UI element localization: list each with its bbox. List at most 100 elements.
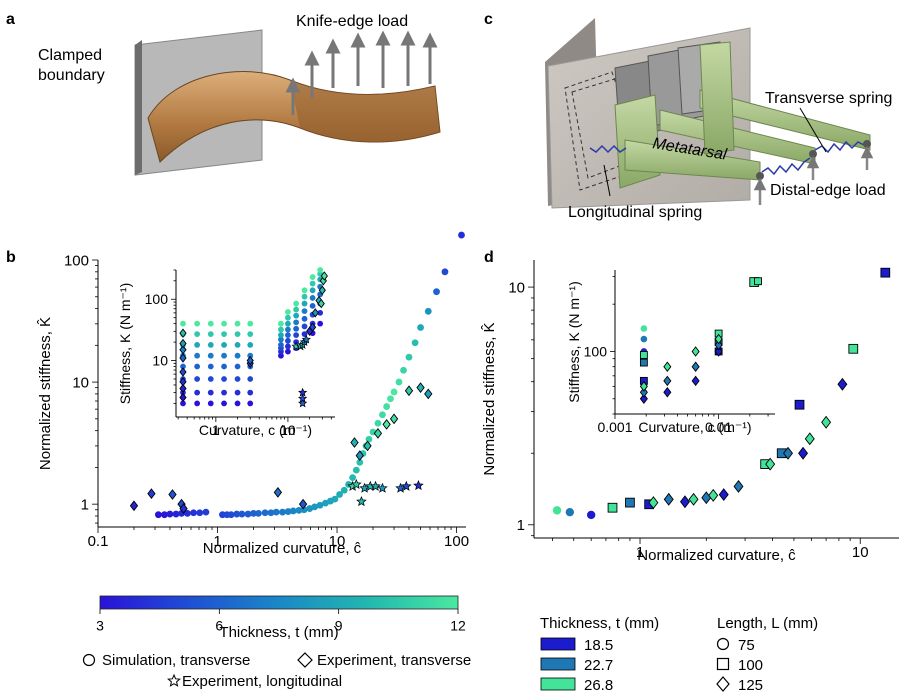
d-main-point-diamond — [718, 488, 729, 502]
length-marker-square — [716, 657, 730, 671]
panel-d: d 1 10 1 10 Normalized curvature, ĉ Normalized… — [481, 249, 899, 564]
legend-d: Thickness, t (mm) 18.5 22.7 26.8 Length,… — [540, 615, 818, 694]
b-main-point-star — [401, 480, 412, 491]
thickness-swatch-2 — [540, 657, 576, 671]
b-inset-point-circle — [194, 389, 201, 396]
d-inset-point-diamond — [639, 381, 648, 392]
d-main-point-diamond — [679, 495, 690, 509]
b-main-point-circle — [227, 511, 235, 519]
d-inset-x-tick-label: 0.01 — [705, 419, 732, 435]
b-main-point-circle — [284, 508, 292, 515]
length-label-3: 125 — [738, 677, 763, 693]
b-main-y-tick-label: 10 — [72, 374, 89, 391]
b-inset-point-circle — [247, 352, 254, 359]
d-inset-point-diamond — [639, 387, 648, 398]
b-main-point-star — [356, 496, 367, 507]
b-inset-point-circle — [293, 300, 300, 307]
b-main-point-circle — [405, 353, 413, 361]
b-inset-point-circle — [207, 363, 214, 370]
b-inset-point-circle — [234, 320, 241, 327]
pivot-1 — [756, 172, 764, 180]
thickness-label-3: 26.8 — [584, 677, 613, 693]
b-inset-point-circle — [317, 320, 324, 327]
d-main-y-axis-label: Normalized stiffness, K̂ — [481, 322, 498, 475]
b-main-y-axis-label: Normalized stiffness, K̂ — [37, 317, 54, 470]
b-inset-point-circle — [221, 352, 227, 359]
b-inset-point-circle — [301, 308, 308, 315]
b-inset-point-circle — [285, 348, 291, 355]
b-inset-point-circle — [309, 280, 316, 287]
b-inset-point-circle — [180, 363, 186, 370]
b-inset-point-circle — [317, 267, 324, 273]
b-inset-point-circle — [293, 325, 300, 332]
b-inset-point-circle — [309, 287, 316, 294]
b-inset-point-circle — [317, 309, 324, 316]
clamped-label-line2: boundary — [38, 67, 105, 84]
b-inset-point-circle — [293, 306, 300, 313]
b-main-point-star — [370, 480, 381, 491]
b-inset-point-circle — [194, 342, 201, 348]
b-inset-point-circle — [285, 320, 291, 327]
d-main-point-diamond — [688, 492, 699, 506]
b-main-point-diamond — [404, 385, 414, 397]
metatarsal-upright — [699, 41, 735, 155]
d-inset-point-diamond — [691, 375, 700, 387]
b-main-point-circle — [202, 508, 210, 516]
b-main-point-diamond — [416, 382, 425, 394]
b-inset-y-tick-label: 100 — [145, 291, 169, 307]
b-inset-point-circle — [247, 400, 254, 407]
b-inset-point-circle — [194, 376, 201, 382]
d-inset-point-diamond — [691, 361, 700, 372]
d-main-point-diamond — [708, 488, 719, 502]
b-main-x-tick-label: 1 — [213, 533, 221, 550]
panel-d-letter: d — [484, 249, 494, 266]
b-inset-point-circle — [207, 331, 214, 338]
b-main-point-circle — [433, 288, 440, 296]
b-main-point-circle — [352, 466, 360, 474]
b-inset-point-circle — [221, 376, 227, 382]
d-inset-point-diamond — [714, 339, 723, 351]
b-inset-point-star — [298, 398, 308, 408]
b-main-point-circle — [261, 509, 269, 517]
b-inset-x-axis-label: Curvature, c (m⁻¹) — [199, 422, 312, 438]
d-main-point-square — [607, 502, 618, 513]
length-marker-diamond — [716, 676, 730, 692]
b-inset-point-circle — [301, 300, 308, 307]
panel-b: b 0.1 1 10 100 1 10 100 Normalized curvature, ĉ N… — [6, 231, 469, 557]
b-main-point-circle — [417, 324, 424, 331]
b-inset-point-circle — [221, 389, 227, 396]
b-main-point-circle — [379, 411, 386, 419]
d-inset-x-axis-label: Curvature, c (m⁻¹) — [638, 419, 751, 435]
distal-edge-arrows — [753, 145, 874, 205]
b-inset-y-axis-label: Stiffness, K (N m⁻¹) — [117, 283, 133, 404]
panel-b-letter: b — [6, 249, 16, 266]
longitudinal-spring-coil — [589, 144, 627, 154]
b-inset-point-circle — [234, 342, 241, 348]
b-main-point-circle — [279, 508, 286, 516]
d-inset-point-diamond — [639, 393, 648, 405]
d-inset-point-diamond — [663, 361, 672, 372]
colorbar-tick-label: 12 — [450, 617, 466, 633]
legend-star-marker — [167, 673, 181, 687]
dashed-outline-1 — [571, 77, 636, 179]
legend-circle-marker — [82, 653, 96, 667]
d-main-point-diamond — [821, 415, 832, 429]
d-main-point-diamond — [663, 492, 674, 506]
longitudinal-spring-leader — [603, 164, 611, 197]
b-inset-point-circle — [234, 389, 241, 396]
b-inset-point-circle — [247, 376, 254, 382]
b-main-x-axis-label: Normalized curvature, ĉ — [203, 540, 362, 557]
d-main-point-diamond — [701, 491, 712, 505]
b-inset-point-circle — [301, 315, 308, 322]
b-main-point-circle — [166, 510, 174, 518]
b-main-point-circle — [441, 268, 449, 276]
b-main-point-circle — [336, 491, 343, 498]
d-main-point-circle — [552, 506, 562, 515]
b-inset-point-circle — [234, 352, 241, 359]
b-inset-point-circle — [247, 342, 254, 348]
b-main-point-circle — [233, 510, 241, 518]
thickness-label-2: 22.7 — [584, 657, 613, 674]
d-main-y-tick-label: 1 — [517, 517, 525, 534]
d-main-point-circle — [565, 507, 575, 517]
b-main-point-circle — [295, 506, 303, 514]
